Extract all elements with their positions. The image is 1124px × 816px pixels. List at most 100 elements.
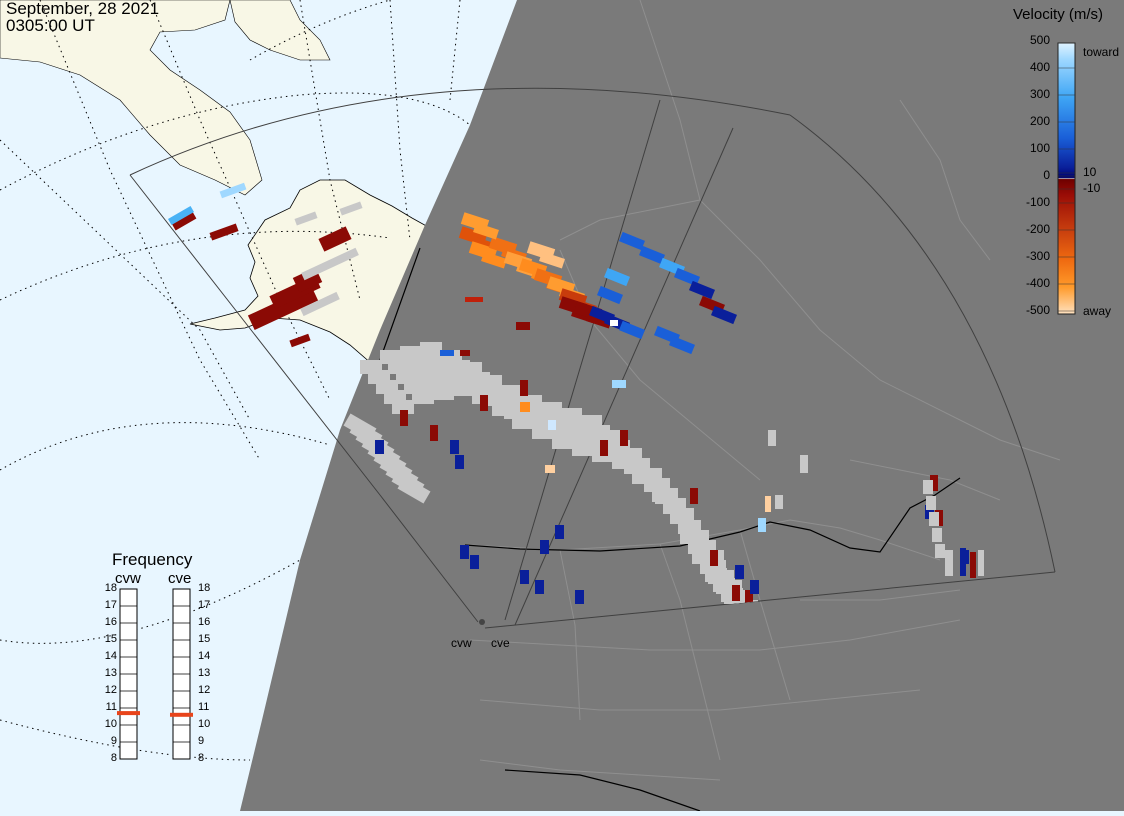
frequency-scale-label: 18 [104, 582, 117, 594]
echo-cell [289, 333, 311, 348]
echo-cell [555, 525, 564, 539]
echo-cell [209, 223, 239, 241]
frequency-scale-label: 13 [104, 667, 117, 679]
frequency-scale-label: 15 [198, 633, 211, 645]
velocity-tick-label: 200 [1029, 114, 1050, 128]
echo-cell [481, 251, 507, 269]
echo-cell [432, 386, 454, 400]
frequency-scale-label: 16 [104, 616, 117, 628]
frequency-scale-label: 12 [104, 684, 117, 696]
echo-cell [710, 550, 718, 566]
frequency-bars [117, 588, 193, 760]
echo-cell [765, 496, 771, 512]
frequency-scale-label: 9 [110, 735, 117, 747]
echo-cell [775, 495, 783, 509]
echo-cell [450, 440, 459, 454]
velocity-tick-label: -400 [1025, 276, 1050, 290]
frequency-scale-label: 14 [198, 650, 211, 662]
echo-cell [397, 476, 431, 504]
velocity-colorbar [1057, 42, 1076, 315]
site-label-cvw: cvw [451, 636, 472, 650]
velocity-tick-label: 300 [1029, 87, 1050, 101]
velocity-tick-marks [1058, 42, 1075, 312]
echo-cell [540, 540, 549, 554]
canada-us-border [379, 247, 961, 812]
echo-cell [800, 455, 808, 473]
velocity-scale-title: Velocity (m/s) [1013, 6, 1104, 23]
echo-cell [923, 480, 933, 494]
velocity-tick-label: 500 [1029, 33, 1050, 47]
echo-cell [545, 465, 555, 473]
echo-cell [392, 400, 414, 414]
echo-cell [375, 440, 384, 454]
echo-cell [669, 335, 695, 355]
echo-cell [301, 247, 359, 281]
echo-cell [620, 430, 628, 446]
echo-cell [600, 440, 608, 456]
frequency-title: Frequency [112, 550, 193, 569]
echo-cell [520, 402, 530, 412]
time-label: 0305:00 UT [6, 16, 95, 35]
echo-cell [597, 285, 623, 305]
echo-cell [460, 545, 469, 559]
echo-cell [745, 590, 753, 606]
echo-cell [945, 550, 953, 576]
echo-cell [516, 322, 530, 330]
echo-cell [711, 305, 737, 325]
radar-site-marker [479, 619, 485, 625]
echo-cell [171, 211, 197, 231]
velocity-tick-label: 0 [1043, 168, 1050, 182]
frequency-scale-label: 10 [198, 718, 211, 730]
frequency-scale-label: 9 [198, 735, 205, 747]
echo-cell [768, 430, 776, 446]
chukotka-coast [229, 0, 331, 61]
velocity-tick-label: -200 [1025, 222, 1050, 236]
frequency-scale-label: 14 [104, 650, 117, 662]
echo-cell [619, 231, 645, 251]
echo-cell [932, 528, 942, 542]
echo-cell [970, 552, 976, 578]
echo-cell [318, 226, 352, 252]
echo-cell [930, 475, 938, 491]
echo-cell [929, 512, 939, 526]
frequency-radar-label-cve: cve [168, 570, 192, 587]
echo-cell [732, 585, 740, 601]
away-label: away [1083, 304, 1112, 318]
echo-cell [300, 291, 340, 317]
echo-cell [430, 425, 438, 441]
frequency-scale-label: 16 [198, 616, 211, 628]
political-boundaries [469, 0, 1061, 781]
radar-fields-of-view [129, 87, 1056, 629]
echo-cell [339, 201, 363, 216]
frequency-marker-cve [170, 712, 193, 717]
echo-cell [520, 380, 528, 396]
frequency-scale-label: 18 [198, 582, 211, 594]
echo-cell [548, 420, 556, 430]
frequency-scale-label: 8 [110, 752, 117, 764]
echo-cell [960, 548, 966, 576]
frequency-marker-cvw [117, 711, 140, 716]
velocity-tick-label: -10 [1083, 181, 1101, 195]
echo-cell [619, 320, 645, 340]
velocity-tick-label: -100 [1025, 195, 1050, 209]
echo-cell [689, 280, 715, 300]
echo-cell [460, 350, 470, 356]
frequency-scale-label: 15 [104, 633, 117, 645]
echo-cell [455, 455, 464, 469]
frequency-scale-label: 11 [198, 701, 210, 713]
echo-cell [167, 205, 195, 226]
echo-cell [440, 350, 454, 356]
velocity-tick-label: 10 [1083, 165, 1097, 179]
echo-cell [612, 380, 626, 388]
frequency-scale-label: 17 [104, 599, 117, 611]
toward-label: toward [1083, 45, 1120, 59]
echo-cell [758, 518, 766, 532]
frequency-scale-label: 12 [198, 684, 211, 696]
echo-cell [294, 211, 318, 226]
echo-cell [520, 570, 529, 584]
echo-cell [535, 580, 544, 594]
siberia-landmass [0, 0, 263, 196]
frequency-scale-label: 11 [105, 701, 117, 713]
